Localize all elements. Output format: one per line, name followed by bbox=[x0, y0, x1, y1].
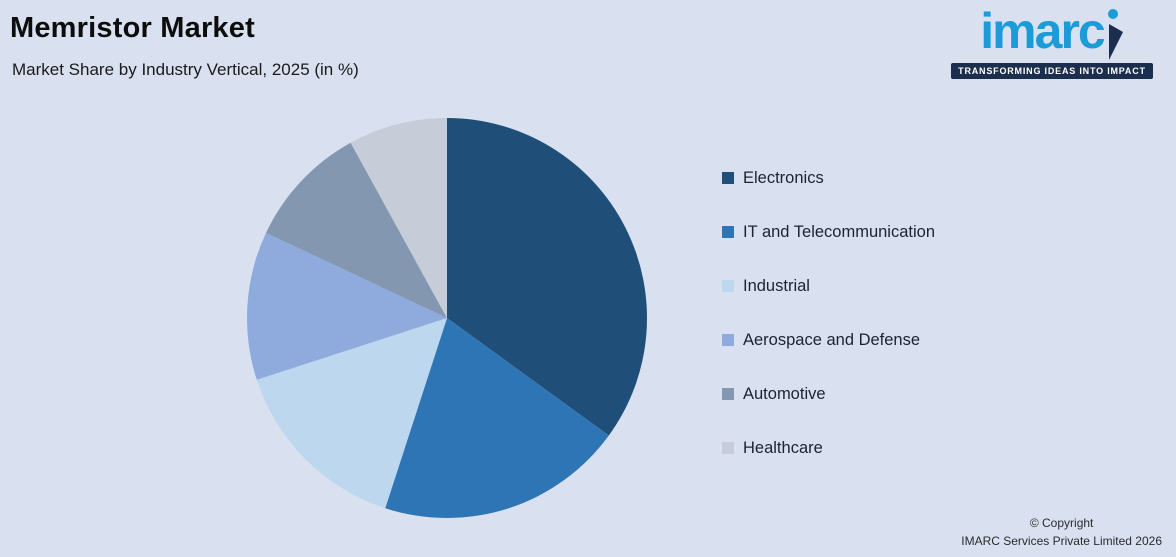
page-title: Memristor Market bbox=[10, 12, 255, 44]
legend-label: IT and Telecommunication bbox=[743, 222, 935, 241]
imarc-tagline: TRANSFORMING IDEAS INTO IMPACT bbox=[951, 63, 1153, 79]
legend-item-electronics: Electronics bbox=[722, 167, 935, 189]
legend-item-automotive: Automotive bbox=[722, 383, 935, 405]
legend-swatch-icon bbox=[722, 442, 734, 454]
pie-slice-industrial bbox=[256, 318, 447, 509]
pie-slice-electronics bbox=[447, 118, 647, 436]
copyright: © Copyright IMARC Services Private Limit… bbox=[961, 515, 1162, 550]
legend-item-industrial: Industrial bbox=[722, 275, 935, 297]
legend-swatch-icon bbox=[722, 280, 734, 292]
pie-slice-it-and-telecommunication bbox=[385, 318, 609, 518]
legend-label: Automotive bbox=[743, 384, 826, 403]
legend: Electronics IT and Telecommunication Indus… bbox=[722, 167, 935, 491]
pie-chart bbox=[246, 118, 647, 518]
imarc-logo-row: imarc bbox=[934, 3, 1170, 60]
legend-item-healthcare: Healthcare bbox=[722, 437, 935, 459]
pie-slice-healthcare bbox=[350, 118, 447, 318]
legend-item-aerospace-and-defense: Aerospace and Defense bbox=[722, 329, 935, 351]
legend-swatch-icon bbox=[722, 226, 734, 238]
imarc-logo: imarc TRANSFORMING IDEAS INTO IMPACT bbox=[934, 3, 1170, 79]
legend-label: Healthcare bbox=[743, 438, 823, 457]
copyright-line1: © Copyright bbox=[1029, 516, 1094, 531]
legend-swatch-icon bbox=[722, 388, 734, 400]
copyright-line2: IMARC Services Private Limited 2026 bbox=[961, 533, 1162, 548]
pie-slice-automotive bbox=[266, 142, 447, 318]
legend-swatch-icon bbox=[722, 334, 734, 346]
legend-swatch-icon bbox=[722, 172, 734, 184]
legend-label: Aerospace and Defense bbox=[743, 330, 921, 349]
imarc-flag-icon bbox=[1107, 9, 1123, 60]
legend-item-it-and-telecommunication: IT and Telecommunication bbox=[722, 221, 935, 243]
imarc-wordmark: imarc bbox=[980, 3, 1105, 59]
pie-slice-aerospace-and-defense bbox=[246, 232, 447, 380]
legend-label: Electronics bbox=[743, 168, 824, 187]
page-subtitle: Market Share by Industry Vertical, 2025 … bbox=[12, 60, 359, 79]
legend-label: Industrial bbox=[743, 276, 810, 295]
